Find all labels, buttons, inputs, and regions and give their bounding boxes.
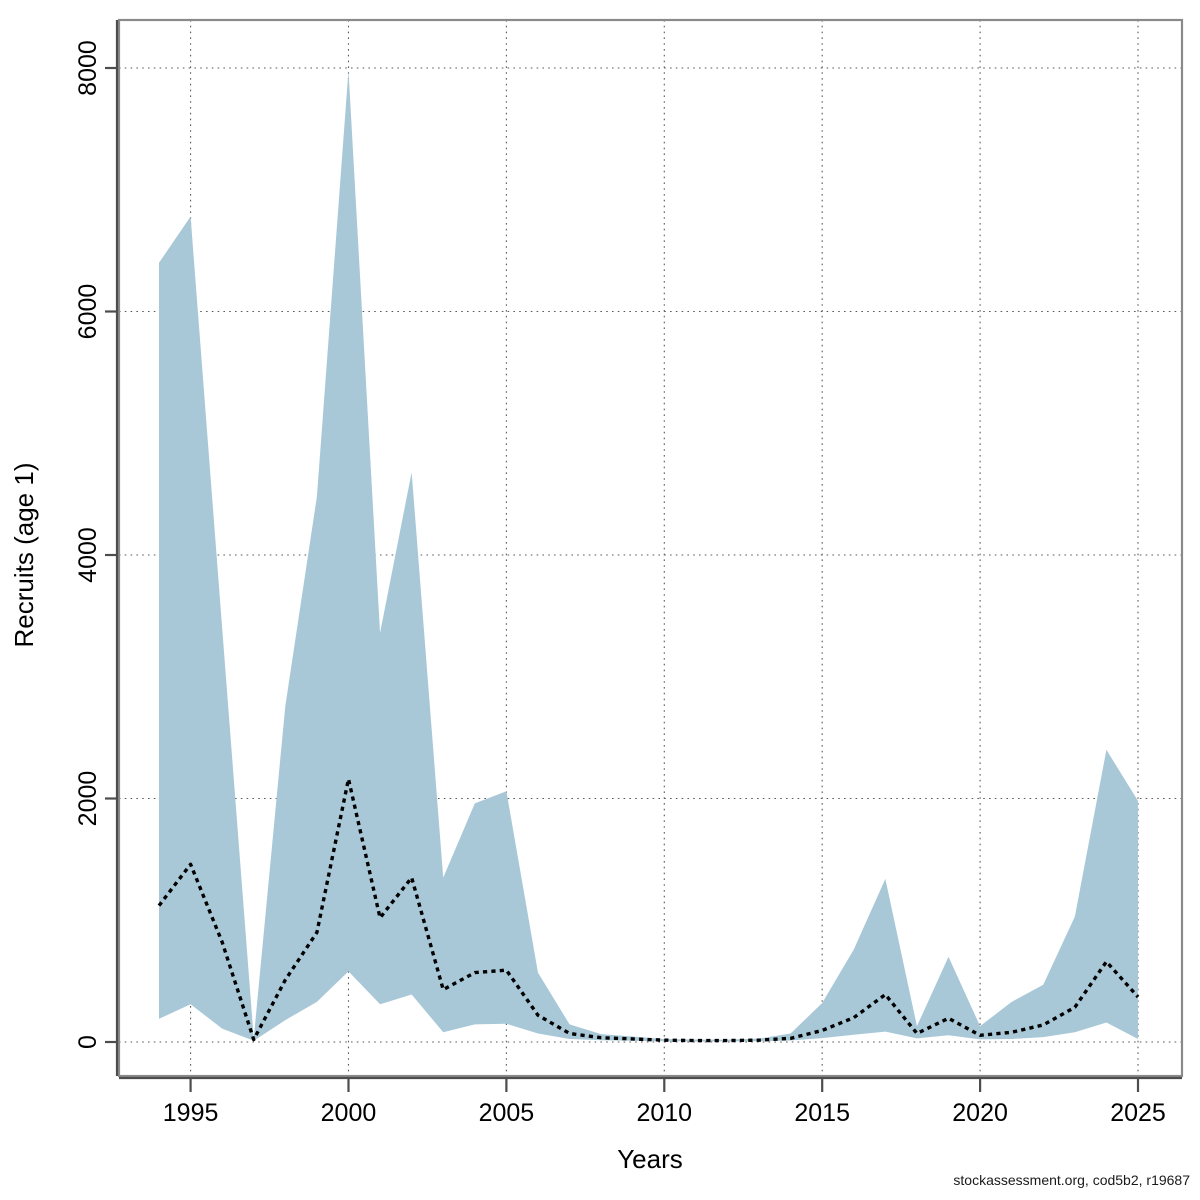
x-axis-ticks: 1995 2000 2005 2010 2015 2020 2025 [163, 1079, 1166, 1127]
x-tick-label: 2000 [321, 1099, 377, 1127]
y-tick-label: 8000 [74, 40, 102, 96]
confidence-band-group [159, 70, 1138, 1042]
y-axis-ticks: 0 2000 4000 6000 8000 [74, 40, 118, 1049]
x-tick-label: 2025 [1110, 1099, 1166, 1127]
x-tick-label: 2015 [794, 1099, 850, 1127]
x-tick-label: 2010 [636, 1099, 692, 1127]
source-footer: stockassessment.org, cod5b2, r19687 [953, 1172, 1190, 1188]
y-tick-label: 2000 [74, 771, 102, 827]
y-tick-label: 4000 [74, 527, 102, 583]
y-tick-label: 0 [74, 1035, 102, 1049]
recruitment-median-line [157, 777, 1140, 1043]
x-axis-title: Years [617, 1144, 683, 1174]
x-axis: 1995 2000 2005 2010 2015 2020 2025 Years [119, 1076, 1182, 1174]
confidence-interval-band [159, 70, 1138, 1042]
x-tick-label: 1995 [163, 1099, 219, 1127]
y-tick-label: 6000 [74, 284, 102, 340]
plot-panel-border [117, 18, 1184, 1078]
x-tick-label: 2005 [479, 1099, 535, 1127]
x-tick-label: 2020 [952, 1099, 1008, 1127]
y-axis: 0 2000 4000 6000 8000 Recruits (age 1) [9, 20, 119, 1076]
y-axis-title: Recruits (age 1) [9, 463, 39, 648]
panel-frame [117, 18, 1184, 1078]
median-line-group [157, 777, 1140, 1043]
